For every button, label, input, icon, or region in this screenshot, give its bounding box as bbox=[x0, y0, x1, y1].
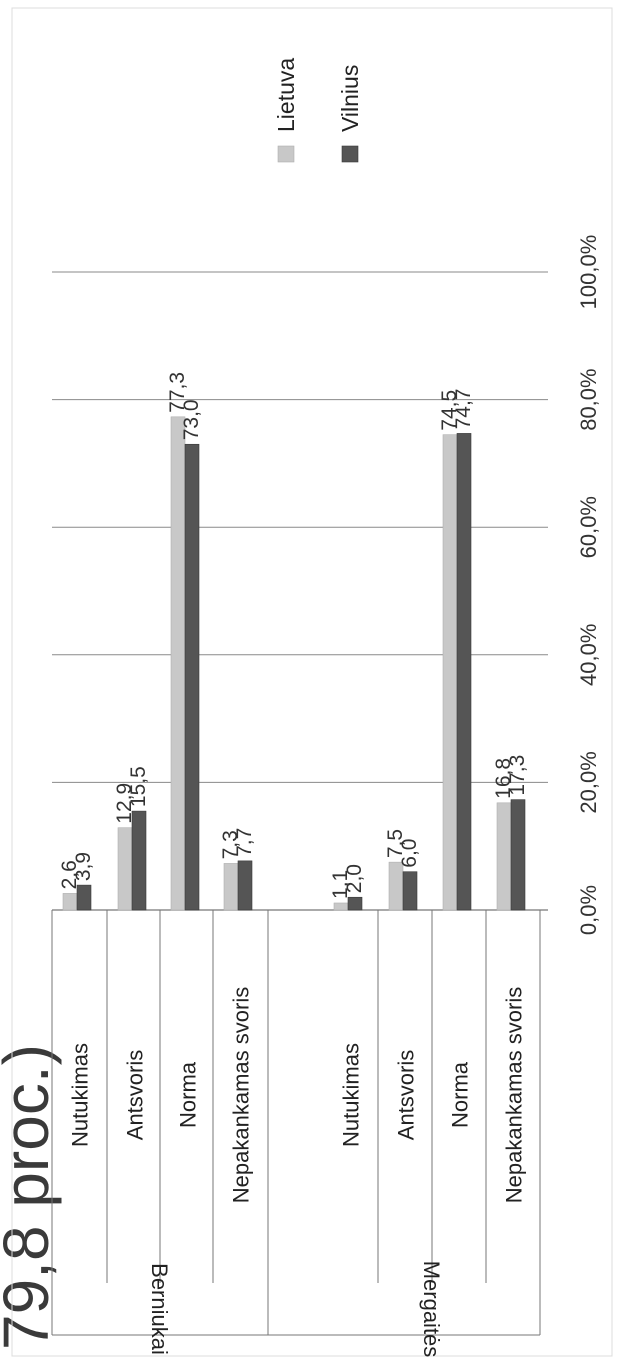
bar-vilnius bbox=[347, 896, 363, 911]
data-label: 6,0 bbox=[398, 839, 421, 868]
category-label: Nutukimas bbox=[68, 1043, 93, 1147]
plot-area: 0,0% 20,0% 40,0% 60,0% 80,0% 100,0% Nutukimas A… bbox=[11, 7, 613, 1358]
data-label: 7,7 bbox=[233, 828, 256, 857]
data-label: 17,3 bbox=[506, 755, 529, 796]
data-label: 74,7 bbox=[452, 389, 475, 430]
category-label: Nepakankamas svoris bbox=[229, 987, 254, 1203]
group-label: Mergaitės bbox=[419, 1261, 444, 1358]
bar-lietuva bbox=[223, 863, 239, 911]
bar-lietuva bbox=[117, 827, 133, 911]
legend-swatch-lietuva bbox=[277, 145, 295, 163]
data-label: 7,3 bbox=[219, 830, 242, 859]
data-label: 73,0 bbox=[180, 399, 203, 440]
bar-lietuva bbox=[388, 861, 404, 911]
data-label: 16,8 bbox=[492, 758, 515, 799]
chart-frame bbox=[11, 7, 613, 1357]
category-label: Nepakankamas svoris bbox=[502, 987, 527, 1203]
value-tick-label: 40,0% bbox=[576, 624, 601, 686]
value-tick-label: 100,0% bbox=[576, 235, 601, 310]
category-label: Nutukimas bbox=[339, 1043, 364, 1147]
category-label: Norma bbox=[176, 1061, 201, 1128]
bar-vilnius bbox=[131, 810, 147, 911]
data-label: 7,5 bbox=[384, 829, 407, 858]
bar-lietuva bbox=[333, 902, 349, 911]
data-label: 15,5 bbox=[127, 766, 150, 807]
data-label: 74,5 bbox=[438, 390, 461, 431]
data-label: 1,1 bbox=[329, 870, 352, 899]
background-text: 79,8 proc.) bbox=[0, 1044, 62, 1350]
group-label: Berniukai bbox=[147, 1263, 172, 1355]
value-tick-label: 60,0% bbox=[576, 496, 601, 558]
category-label: Antsvoris bbox=[123, 1050, 148, 1140]
legend-label: Lietuva bbox=[273, 58, 299, 132]
data-label: 2,0 bbox=[343, 864, 366, 893]
legend-label: Vilnius bbox=[337, 65, 363, 132]
bar-vilnius bbox=[184, 443, 200, 911]
bar-vilnius bbox=[456, 433, 472, 911]
bar-lietuva bbox=[62, 893, 78, 911]
data-label: 3,9 bbox=[72, 852, 95, 881]
value-tick-label: 20,0% bbox=[576, 751, 601, 813]
bar-vilnius bbox=[510, 799, 526, 911]
data-label: 2,6 bbox=[58, 860, 81, 889]
bar-lietuva bbox=[170, 416, 186, 911]
bar-vilnius bbox=[402, 871, 418, 911]
legend-swatch-vilnius bbox=[341, 145, 359, 163]
bar-lietuva bbox=[442, 434, 458, 911]
value-tick-label: 0,0% bbox=[576, 885, 601, 935]
category-label: Antsvoris bbox=[394, 1050, 419, 1140]
data-label: 12,9 bbox=[113, 783, 136, 824]
value-tick-label: 80,0% bbox=[576, 368, 601, 430]
category-label: Norma bbox=[448, 1061, 473, 1128]
data-label: 77,3 bbox=[166, 372, 189, 413]
bar-vilnius bbox=[237, 860, 253, 911]
bar-vilnius bbox=[76, 884, 92, 911]
bar-lietuva bbox=[496, 802, 512, 911]
